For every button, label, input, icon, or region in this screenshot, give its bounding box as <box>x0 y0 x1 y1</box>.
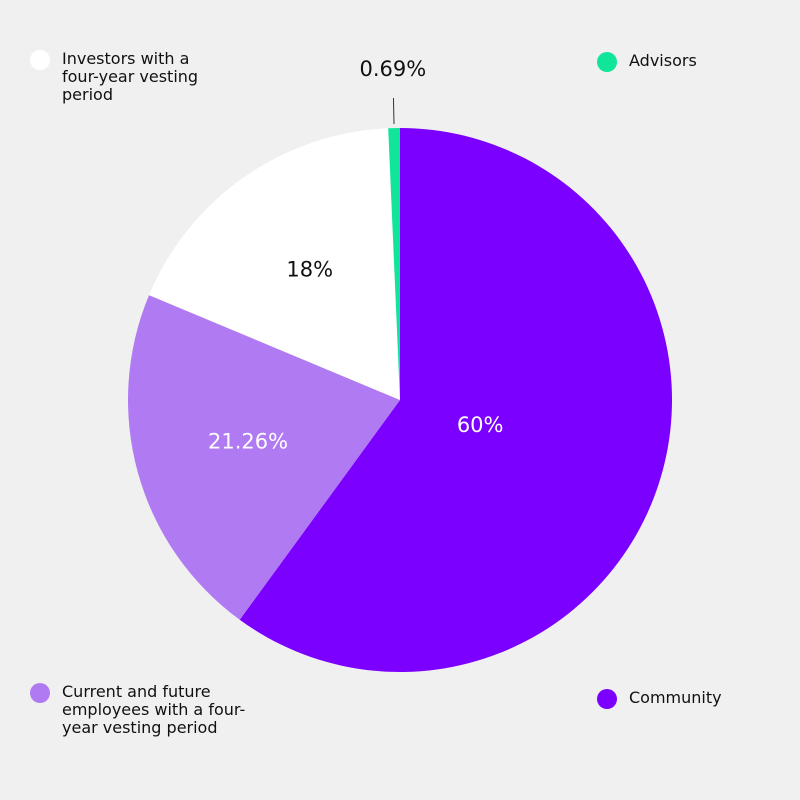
leader-line <box>392 98 395 125</box>
value-label: 60% <box>457 413 504 437</box>
pie-slice <box>239 128 672 673</box>
value-label: 0.69% <box>359 57 426 81</box>
legend-label: Investors with a four-year vesting perio… <box>62 49 199 104</box>
legend-item: Community <box>597 689 799 709</box>
legend-swatch <box>597 52 617 72</box>
legend-swatch <box>597 689 617 709</box>
pie-slice <box>388 128 400 400</box>
legend-label: Community <box>629 688 722 707</box>
legend-item: Current and future employees with a four… <box>30 683 277 737</box>
pie-slice <box>149 128 400 400</box>
legend-label: Current and future employees with a four… <box>62 682 246 737</box>
legend-swatch <box>30 683 50 703</box>
legend-swatch <box>30 50 50 70</box>
legend-item: Advisors <box>597 52 799 72</box>
legend-label: Advisors <box>629 51 697 70</box>
value-label: 18% <box>286 258 333 282</box>
value-label: 21.26% <box>208 429 288 453</box>
legend-item: Investors with a four-year vesting perio… <box>30 50 212 104</box>
pie-slice <box>127 295 401 620</box>
